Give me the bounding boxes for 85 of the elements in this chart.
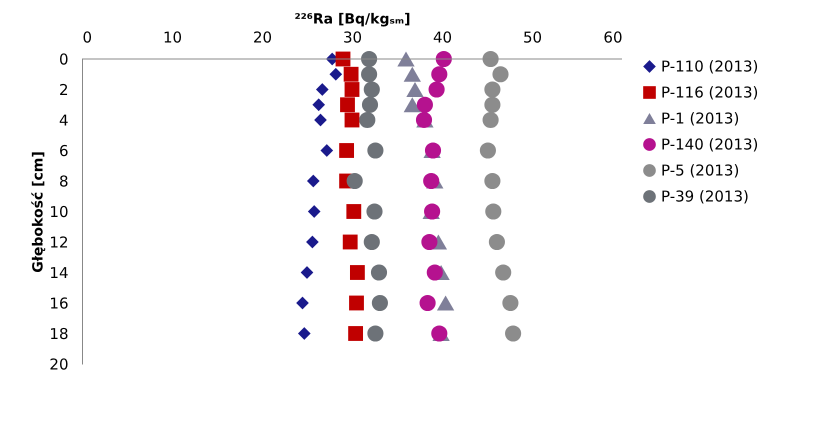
y-tick-label: 12 — [49, 234, 68, 252]
point — [320, 144, 334, 157]
x-tick-label: 20 — [252, 28, 272, 46]
point — [436, 50, 452, 68]
point — [344, 82, 360, 97]
point — [312, 98, 326, 112]
point — [484, 172, 500, 190]
point — [296, 296, 309, 310]
point — [436, 296, 454, 310]
point — [316, 83, 329, 96]
point — [404, 66, 421, 82]
y-axis-title: Głębokość [cm] — [30, 151, 46, 273]
point — [482, 112, 499, 128]
point — [344, 112, 360, 128]
point — [300, 266, 314, 279]
legend-label: P-5 (2013) — [661, 162, 740, 180]
point — [505, 325, 522, 342]
x-tick-label: 60 — [603, 28, 622, 46]
point — [370, 264, 388, 281]
point — [416, 96, 433, 113]
point — [423, 172, 440, 190]
point — [484, 81, 500, 98]
y-tick-label: 2 — [58, 81, 68, 99]
legend-label: P-140 (2013) — [661, 136, 758, 154]
point — [339, 143, 354, 158]
point — [361, 50, 378, 68]
point — [420, 294, 436, 312]
point — [306, 174, 320, 188]
y-tick-label: 10 — [49, 203, 68, 221]
point — [404, 97, 421, 112]
point — [431, 66, 448, 82]
y-tick-label: 18 — [49, 325, 68, 343]
point — [366, 203, 383, 220]
point — [367, 325, 384, 342]
point — [346, 172, 363, 190]
y-tick-label: 6 — [58, 142, 68, 160]
x-tick-label: 40 — [432, 28, 452, 46]
point — [364, 81, 380, 98]
point — [348, 326, 364, 341]
point — [344, 66, 359, 82]
point — [397, 52, 415, 66]
x-tick-label: 0 — [82, 28, 92, 46]
point — [336, 52, 350, 66]
x-tick-label: 30 — [342, 28, 362, 46]
legend-label: P-110 (2013) — [661, 58, 758, 76]
y-tick-label: 14 — [49, 264, 68, 282]
point — [426, 264, 443, 281]
point — [361, 66, 378, 82]
point — [314, 114, 327, 126]
x-tick-label: 10 — [162, 28, 182, 46]
point — [495, 264, 512, 281]
y-tick-label: 16 — [49, 294, 68, 312]
point — [367, 142, 384, 159]
legend-label: P-39 (2013) — [661, 188, 749, 206]
point — [346, 204, 362, 219]
x-tick-label: 50 — [522, 28, 542, 46]
x-axis-title: ²²⁶Ra [Bq/kgₛₘ] — [294, 12, 411, 28]
point — [485, 203, 502, 220]
point — [350, 265, 365, 280]
y-tick-label: 0 — [58, 50, 68, 68]
point — [482, 50, 499, 68]
y-tick-label: 20 — [49, 356, 68, 374]
point — [428, 81, 445, 98]
point — [298, 327, 311, 340]
point — [492, 66, 509, 82]
point — [421, 234, 438, 250]
point — [340, 97, 355, 112]
point — [502, 294, 518, 312]
point — [306, 236, 319, 248]
y-tick-label: 8 — [58, 172, 68, 190]
point — [372, 294, 388, 312]
point — [362, 96, 378, 113]
y-tick-label: 4 — [58, 112, 68, 130]
point — [329, 68, 342, 81]
point — [488, 234, 505, 250]
point — [349, 296, 364, 310]
point — [342, 234, 358, 250]
point — [308, 205, 321, 218]
point — [480, 142, 496, 159]
legend-label: P-1 (2013) — [661, 110, 740, 128]
point — [364, 234, 380, 250]
point — [484, 96, 500, 113]
point — [406, 82, 424, 97]
point — [359, 112, 376, 128]
legend-label: P-116 (2013) — [661, 84, 758, 102]
